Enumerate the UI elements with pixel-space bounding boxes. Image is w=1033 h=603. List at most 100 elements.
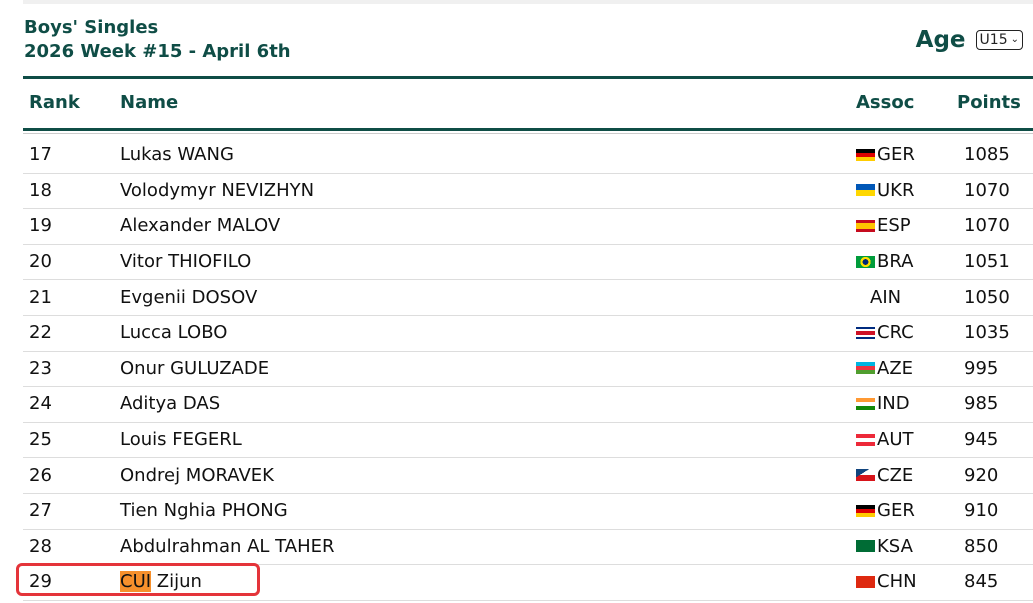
assoc: IND [856,393,910,414]
assoc-code: GER [877,500,915,522]
age-select[interactable]: U15 ⌄ [975,30,1023,50]
points: 1050 [964,286,1010,308]
divider [23,76,1033,79]
assoc: GER [856,500,915,521]
chevron-down-icon: ⌄ [1010,34,1019,45]
assoc: KSA [856,536,913,557]
assoc-code: CRC [877,322,914,344]
assoc-code: GER [877,144,915,166]
table-row[interactable]: 23 Onur GULUZADE AZE 995 [23,351,1033,388]
table-row[interactable]: 24 Aditya DAS IND 985 [23,386,1033,423]
points: 845 [964,571,999,593]
rank: 23 [29,357,52,379]
points: 985 [964,393,999,415]
player-name[interactable]: Vitor THIOFILO [120,251,252,273]
points: 850 [964,535,999,557]
assoc: CHN [856,571,917,592]
rank: 17 [29,144,52,166]
table-row[interactable]: 28 Abdulrahman AL TAHER KSA 850 [23,529,1033,566]
table-row[interactable]: 18 Volodymyr NEVIZHYN UKR 1070 [23,173,1033,210]
flag-icon [856,469,875,482]
assoc-code: UKR [877,179,915,201]
col-points[interactable]: Points [957,92,1021,113]
assoc-code: CHN [877,571,917,593]
assoc-code: BRA [877,251,914,273]
player-name[interactable]: Lucca LOBO [120,322,228,344]
rank: 18 [29,179,52,201]
flag-icon [856,504,875,517]
rank: 27 [29,500,52,522]
points: 1035 [964,322,1010,344]
search-highlight: CUI [120,571,152,593]
player-name[interactable]: CUI Zijun [120,571,202,593]
player-name[interactable]: Aditya DAS [120,393,221,415]
table-row[interactable]: 25 Louis FEGERL AUT 945 [23,422,1033,459]
table-row[interactable]: 21 Evgenii DOSOV AIN 1050 [23,279,1033,316]
title-event: Boys' Singles [24,17,159,38]
col-assoc[interactable]: Assoc [856,92,915,113]
player-name[interactable]: Tien Nghia PHONG [120,500,288,522]
age-filter: Age U15 ⌄ [916,27,1023,53]
flag-icon [856,326,875,339]
player-name[interactable]: Onur GULUZADE [120,357,270,379]
points: 1051 [964,251,1010,273]
points: 1070 [964,179,1010,201]
flag-icon [856,397,875,410]
assoc: AZE [856,358,913,379]
rank: 22 [29,322,52,344]
divider [23,133,1033,134]
flag-icon [856,255,875,268]
rank: 24 [29,393,52,415]
points: 920 [964,464,999,486]
flag-icon [856,219,875,232]
age-select-value: U15 [979,32,1008,48]
assoc-code: ESP [877,215,911,237]
table-row[interactable]: 27 Tien Nghia PHONG GER 910 [23,493,1033,530]
assoc: GER [856,144,915,165]
table-row[interactable]: 20 Vitor THIOFILO BRA 1051 [23,244,1033,281]
assoc-code: IND [877,393,910,415]
player-name[interactable]: Evgenii DOSOV [120,286,258,308]
player-name[interactable]: Volodymyr NEVIZHYN [120,179,315,201]
rank: 19 [29,215,52,237]
table-row[interactable]: 17 Lukas WANG GER 1085 [23,137,1033,174]
assoc-code: AIN [870,286,902,308]
points: 1070 [964,215,1010,237]
assoc: UKR [856,180,915,201]
table-row[interactable]: 22 Lucca LOBO CRC 1035 [23,315,1033,352]
col-rank[interactable]: Rank [29,92,80,113]
rank: 25 [29,429,52,451]
assoc: BRA [856,251,913,272]
points: 945 [964,429,999,451]
flag-icon [856,362,875,375]
player-name-rest: Zijun [151,571,202,593]
rank: 26 [29,464,52,486]
age-label: Age [915,27,966,53]
player-name[interactable]: Alexander MALOV [120,215,281,237]
player-name[interactable]: Louis FEGERL [120,429,242,451]
rank: 28 [29,535,52,557]
rank: 20 [29,251,52,273]
flag-icon [856,575,875,588]
assoc-code: AZE [877,357,914,379]
assoc: CRC [856,322,914,343]
rank: 21 [29,286,52,308]
assoc-code: CZE [877,464,914,486]
assoc-code: KSA [877,535,913,557]
player-name[interactable]: Ondrej MORAVEK [120,464,274,486]
flag-icon [856,184,875,197]
player-name[interactable]: Abdulrahman AL TAHER [120,535,335,557]
table-row[interactable]: 26 Ondrej MORAVEK CZE 920 [23,457,1033,494]
table-row[interactable]: 29 CUI Zijun CHN 845 [23,564,1033,601]
player-name[interactable]: Lukas WANG [120,144,234,166]
col-name[interactable]: Name [120,92,179,113]
rank: 29 [29,571,52,593]
top-bar [23,0,1033,4]
page-title: Boys' Singles 2026 Week #15 - April 6th [24,16,291,64]
assoc-code: AUT [877,429,914,451]
highlight-box [16,563,260,596]
assoc: AIN [870,287,901,308]
flag-icon [856,433,875,446]
points: 995 [964,357,999,379]
table-row[interactable]: 19 Alexander MALOV ESP 1070 [23,208,1033,245]
